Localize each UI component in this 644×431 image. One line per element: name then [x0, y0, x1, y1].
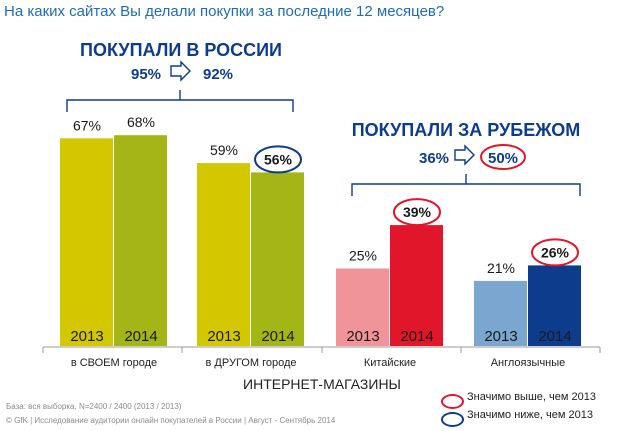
base-note: База: вся выборка, N=2400 / 2400 (2013 /… — [6, 402, 182, 411]
bar-2014-2 — [251, 172, 304, 346]
bar-2013-4 — [474, 280, 527, 346]
bar-year-label: 2013 — [484, 328, 517, 345]
bar-2014-3 — [390, 225, 443, 346]
significance-highlight — [254, 145, 302, 174]
value-label: 56% — [264, 151, 293, 167]
bar-2013-1 — [60, 138, 113, 346]
value-label: 21% — [487, 260, 515, 276]
legend-below-label: Значимо ниже, чем 2013 — [467, 409, 593, 421]
significance-highlight — [393, 198, 441, 227]
category-label: Китайские — [364, 357, 416, 369]
abroad-to-highlight — [480, 144, 526, 170]
value-label: 25% — [349, 248, 377, 264]
bar-2013-3 — [336, 268, 389, 346]
chart-title: На каких сайтах Вы делали покупки за пос… — [4, 3, 445, 20]
bar-2013-2 — [197, 163, 250, 346]
value-label: 59% — [210, 142, 238, 158]
value-label: 39% — [403, 204, 432, 220]
source-note: © GfK | Исследование аудитории онлайн по… — [6, 416, 336, 425]
legend-above-label: Значимо выше, чем 2013 — [467, 391, 596, 403]
category-label: Англоязычные — [491, 357, 566, 369]
russia-heading: ПОКУПАЛИ В РОССИИ — [80, 40, 282, 60]
significance-highlight — [531, 238, 579, 267]
bar-2014-4 — [528, 265, 581, 346]
value-label: 67% — [73, 117, 101, 133]
abroad-to: 50% — [488, 150, 518, 167]
abroad-bracket — [351, 174, 581, 196]
bar-year-label: 2014 — [538, 328, 571, 345]
abroad-from: 36% — [419, 150, 449, 167]
abroad-heading: ПОКУПАЛИ ЗА РУБЕЖОМ — [352, 120, 581, 140]
bar-year-label: 2014 — [261, 328, 294, 345]
x-axis-title: ИНТЕРНЕТ-МАГАЗИНЫ — [243, 376, 401, 392]
bar-year-label: 2014 — [124, 328, 157, 345]
bar-2014-1 — [114, 135, 167, 346]
bar-year-label: 2013 — [70, 328, 103, 345]
bar-year-label: 2013 — [207, 328, 240, 345]
legend-above-marker — [441, 394, 464, 409]
category-label: в ДРУГОМ городе — [206, 357, 297, 369]
bar-year-label: 2014 — [400, 328, 433, 345]
legend-below-marker — [441, 412, 464, 427]
russia-from: 95% — [131, 66, 161, 83]
arrow-icon — [454, 144, 475, 166]
arrow-icon — [170, 60, 191, 82]
russia-bracket — [66, 90, 294, 112]
value-label: 68% — [127, 114, 155, 130]
russia-to: 92% — [203, 66, 233, 83]
bar-year-label: 2013 — [346, 328, 379, 345]
value-label: 26% — [541, 244, 570, 260]
category-label: в СВОЕМ городе — [71, 357, 157, 369]
